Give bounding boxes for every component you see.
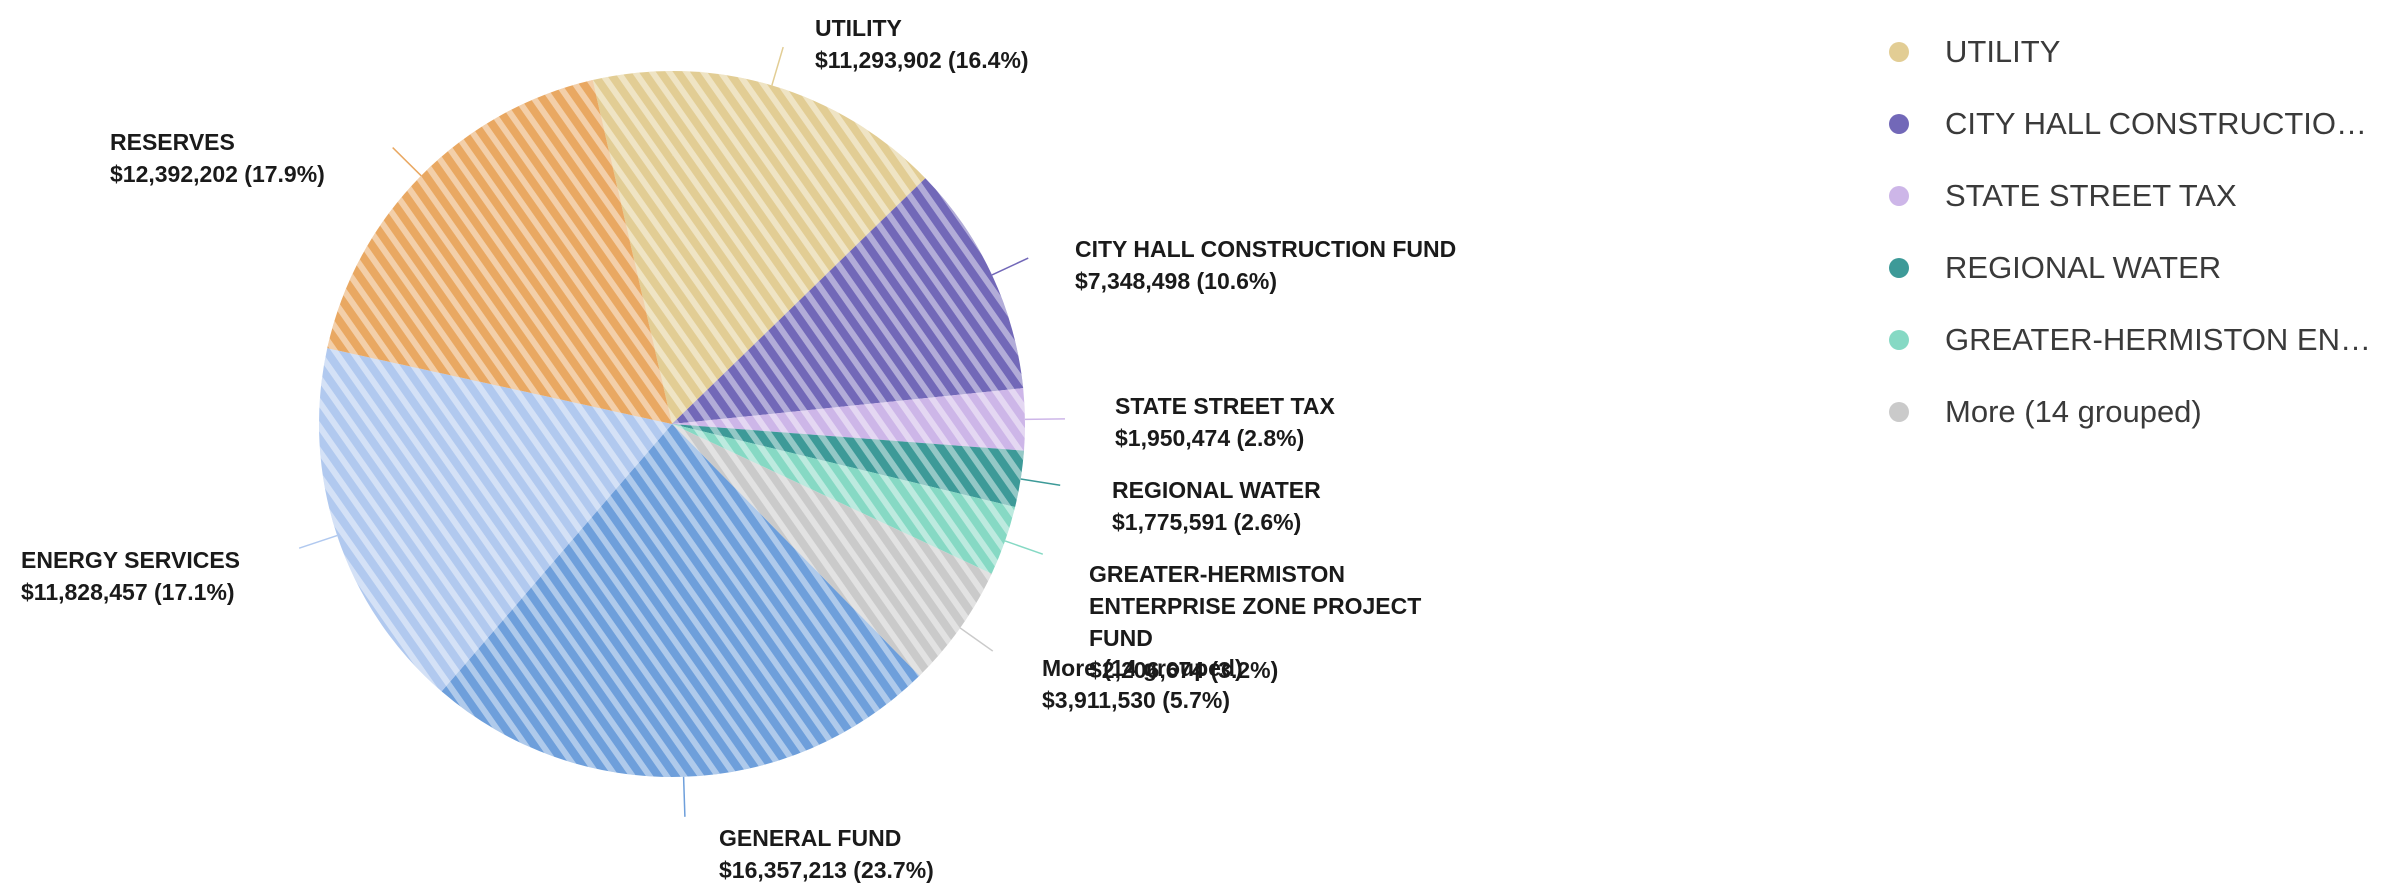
leader-line [1024, 418, 1065, 421]
legend-marker [1889, 114, 1909, 134]
leader-line [682, 776, 686, 817]
label-name: RESERVES [110, 129, 235, 155]
leader-line [991, 257, 1029, 276]
label-name: GENERAL FUND [719, 825, 902, 851]
leader-line [1004, 540, 1044, 555]
label-value: $2,206,674 (3.2%) [1089, 657, 1279, 683]
slice-label: ENERGY SERVICES $11,828,457 (17.1%) [21, 544, 240, 608]
label-name: CITY HALL CONSTRUCTION FUND [1075, 236, 1457, 262]
legend-marker [1889, 42, 1909, 62]
slice-hatch [672, 178, 1024, 424]
slice-label: STATE STREET TAX $1,950,474 (2.8%) [1115, 390, 1335, 454]
label-value: $7,348,498 (10.6%) [1075, 268, 1278, 294]
label-value: $1,775,591 (2.6%) [1112, 509, 1302, 535]
slice-hatch [441, 424, 920, 778]
label-value: $16,357,213 (23.7%) [719, 857, 934, 883]
slice-label: GREATER-HERMISTON ENTERPRISE ZONE PROJEC… [1089, 558, 1459, 686]
slice-label: UTILITY $11,293,902 (16.4%) [815, 12, 1029, 76]
slice-hatch [672, 424, 1024, 507]
slice-label: REGIONAL WATER $1,775,591 (2.6%) [1112, 474, 1321, 538]
label-name: STATE STREET TAX [1115, 393, 1335, 419]
label-name: GREATER-HERMISTON ENTERPRISE ZONE PROJEC… [1089, 561, 1422, 651]
legend-marker [1889, 258, 1909, 278]
legend-label: GREATER-HERMISTON EN… [1945, 322, 2371, 357]
label-value: $3,911,530 (5.7%) [1042, 687, 1230, 713]
slice-hatch [327, 80, 672, 425]
slice-label: More (14 grouped) $3,911,530 (5.7%) [1042, 652, 1243, 716]
slice-label: GENERAL FUND $16,357,213 (23.7%) [719, 822, 934, 886]
legend-label: CITY HALL CONSTRUCTIO… [1945, 106, 2367, 141]
legend-marker [1889, 330, 1909, 350]
label-value: $11,293,902 (16.4%) [815, 47, 1029, 73]
leader-line [959, 627, 994, 652]
legend-label: More (14 grouped) [1945, 394, 2202, 429]
legend-label: UTILITY [1945, 34, 2061, 69]
slice-label: CITY HALL CONSTRUCTION FUND $7,348,498 (1… [1075, 233, 1456, 297]
label-value: $1,950,474 (2.8%) [1115, 425, 1305, 451]
label-name: REGIONAL WATER [1112, 477, 1321, 503]
leader-line [392, 147, 422, 177]
label-name: UTILITY [815, 15, 902, 41]
leader-line [771, 46, 784, 86]
slice-label: RESERVES $12,392,202 (17.9%) [110, 126, 325, 190]
legend-marker [1889, 402, 1909, 422]
label-name: More (14 grouped) [1042, 655, 1243, 681]
slice-hatch [672, 424, 992, 676]
label-value: $11,828,457 (17.1%) [21, 579, 235, 605]
legend-marker [1889, 186, 1909, 206]
legend-label: STATE STREET TAX [1945, 178, 2237, 213]
leader-line [298, 534, 338, 549]
slice-hatch [592, 71, 926, 424]
leader-line [1020, 478, 1061, 487]
slice-hatch [672, 424, 1016, 574]
label-value: $12,392,202 (17.9%) [110, 161, 325, 187]
label-name: ENERGY SERVICES [21, 547, 241, 573]
slice-hatch [672, 388, 1025, 451]
legend-label: REGIONAL WATER [1945, 250, 2222, 285]
slice-hatch [319, 348, 672, 692]
